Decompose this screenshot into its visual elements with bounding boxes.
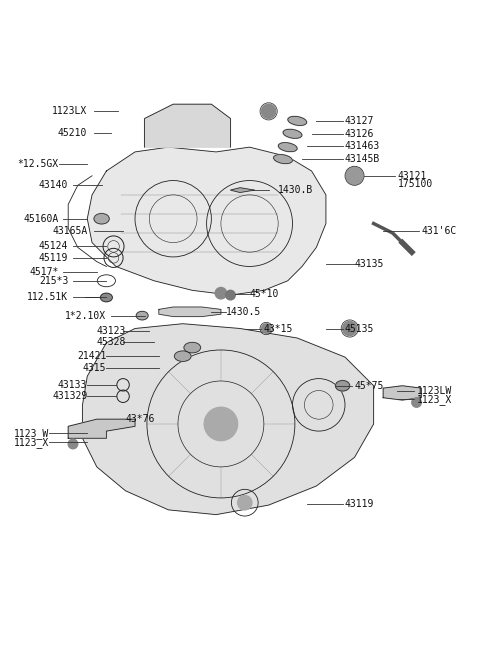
Text: *12.5GX: *12.5GX	[18, 159, 59, 169]
Text: 431329: 431329	[52, 392, 87, 401]
Circle shape	[204, 407, 238, 441]
Text: 43126: 43126	[345, 129, 374, 139]
Text: 45135: 45135	[345, 323, 374, 334]
Text: 43*15: 43*15	[264, 323, 293, 334]
Ellipse shape	[288, 116, 307, 125]
Ellipse shape	[184, 342, 201, 353]
Text: 43135: 43135	[355, 259, 384, 269]
Ellipse shape	[94, 214, 109, 224]
Circle shape	[343, 321, 357, 336]
Text: 43140: 43140	[39, 180, 68, 191]
Text: 43127: 43127	[345, 116, 374, 126]
Polygon shape	[159, 307, 221, 317]
Text: 43121: 43121	[397, 171, 427, 181]
Text: 43165A: 43165A	[52, 225, 87, 236]
Text: 45160A: 45160A	[24, 214, 59, 224]
Text: 43*76: 43*76	[125, 414, 155, 424]
Text: 1*2.10X: 1*2.10X	[65, 311, 107, 321]
Text: 21421: 21421	[77, 351, 107, 361]
Text: 4517*: 4517*	[29, 267, 59, 277]
Text: 45*75: 45*75	[355, 381, 384, 391]
Ellipse shape	[274, 154, 292, 164]
Text: 43123: 43123	[96, 326, 125, 336]
Text: 43133: 43133	[58, 380, 87, 390]
Polygon shape	[383, 386, 421, 400]
Ellipse shape	[278, 143, 297, 152]
Text: 215*3: 215*3	[39, 276, 68, 286]
Text: 1123_W: 1123_W	[14, 428, 49, 439]
Ellipse shape	[174, 351, 191, 361]
Text: 45328: 45328	[96, 337, 125, 347]
Ellipse shape	[336, 380, 350, 391]
Text: 175100: 175100	[397, 179, 433, 189]
Circle shape	[412, 397, 421, 407]
Ellipse shape	[100, 293, 112, 302]
Text: 4315: 4315	[83, 363, 107, 373]
Text: 45124: 45124	[39, 241, 68, 252]
Circle shape	[68, 440, 78, 449]
Polygon shape	[68, 419, 135, 438]
Text: 45*10: 45*10	[250, 288, 279, 299]
Circle shape	[215, 288, 227, 299]
Circle shape	[262, 104, 276, 118]
Text: 1123LW: 1123LW	[417, 386, 452, 396]
Circle shape	[226, 290, 235, 300]
Text: 43145B: 43145B	[345, 154, 380, 164]
Ellipse shape	[136, 311, 148, 320]
Text: 1430.5: 1430.5	[226, 307, 261, 317]
Circle shape	[346, 167, 363, 185]
Text: 1123_X: 1123_X	[417, 394, 452, 405]
Polygon shape	[83, 324, 373, 514]
Text: 1430.B: 1430.B	[278, 185, 313, 195]
Text: 43119: 43119	[345, 499, 374, 509]
Text: 431463: 431463	[345, 141, 380, 151]
Text: 45119: 45119	[39, 253, 68, 263]
Polygon shape	[144, 104, 230, 147]
Text: 45210: 45210	[58, 128, 87, 138]
Text: 112.51K: 112.51K	[27, 292, 68, 302]
Text: 1123LX: 1123LX	[52, 106, 87, 116]
Text: 431'6C: 431'6C	[421, 225, 456, 236]
Polygon shape	[87, 147, 326, 295]
Polygon shape	[230, 188, 254, 193]
Ellipse shape	[283, 129, 302, 139]
Text: 1123_X: 1123_X	[14, 437, 49, 447]
Circle shape	[238, 495, 252, 510]
Circle shape	[262, 324, 271, 333]
